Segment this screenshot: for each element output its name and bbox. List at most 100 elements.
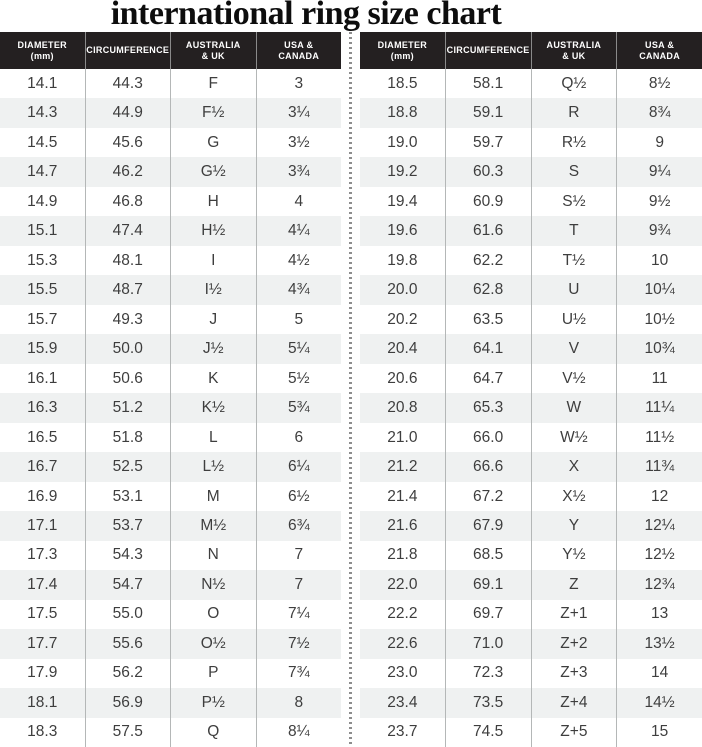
cell-diameter: 21.2 [387,458,418,476]
cell-diameter: 16.1 [27,369,58,387]
cell-circumference: 74.5 [444,717,531,747]
cell-usa-canada: 13 [616,599,702,630]
table-row: 22.0 69.1 Z 12¾ [360,570,702,600]
table-row: 17.5 55.0 O 7¼ [0,599,341,630]
cell-diameter: 21.6 [387,517,418,534]
cell-australia-uk: S½ [530,186,617,217]
column-header-line: DIAMETER [377,39,428,50]
table-row: 18.3 57.5 Q 8¼ [0,717,341,747]
cell-circumference: 64.7 [444,363,531,394]
cell-usa-canada: 8½ [616,69,702,99]
table-row: 14.1 44.3 F 3 [0,69,342,99]
cell-circumference: 53.1 [84,481,171,512]
column-header-line: CANADA [278,50,320,61]
cell-diameter: 15.5 [27,281,58,299]
cell-diameter: 19.8 [387,251,418,269]
cell-australia-uk: R [530,98,617,128]
cell-circumference: 59.1 [444,98,531,128]
cell-australia-uk: J [170,304,256,335]
cell-australia-uk: X [530,452,617,482]
cell-circumference: 54.7 [84,570,171,600]
cell-circumference: 48.7 [84,275,171,305]
cell-usa-canada: 4 [255,186,342,217]
ring-size-table-right: DIAMETER (mm) CIRCUMFERENCE AUSTRALIA & UK US… [360,32,702,747]
table-row: 23.4 73.5 Z+4 14½ [360,688,702,718]
cell-australia-uk: S [530,157,617,187]
cell-diameter: 20.0 [387,281,418,299]
cell-usa-canada: 3 [255,69,342,99]
table-row: 14.5 45.6 G 3½ [0,127,341,158]
cell-diameter: 16.9 [27,487,58,505]
cell-usa-canada: 6½ [255,481,342,512]
table-row: 19.8 62.2 T½ 10 [360,245,702,276]
cell-australia-uk: V½ [530,363,617,394]
cell-diameter: 15.9 [27,340,58,358]
title-area: international ring size chart [0,0,702,32]
cell-circumference: 53.7 [84,511,171,541]
table-row: 21.8 68.5 Y½ 12½ [360,540,702,571]
column-header-australia-uk: AUSTRALIA & UK [170,32,256,69]
cell-australia-uk: P½ [170,688,256,718]
cell-diameter: 22.6 [387,634,418,652]
cell-usa-canada: 10¼ [616,275,702,305]
column-header-diameter: DIAMETER (mm) [360,32,445,69]
table-row: 19.0 59.7 R½ 9 [360,127,702,158]
cell-australia-uk: L [170,422,256,453]
cell-circumference: 51.8 [84,422,171,453]
cell-australia-uk: W [530,393,617,423]
cell-circumference: 67.2 [444,481,531,512]
column-header-line: & UK [201,50,225,61]
cell-diameter: 19.6 [387,222,418,240]
cell-diameter: 18.5 [387,74,418,92]
column-header-line: (mm) [390,50,414,61]
column-header-diameter: DIAMETER (mm) [0,32,85,69]
cell-circumference: 71.0 [444,629,531,659]
table-row: 16.1 50.6 K 5½ [0,363,341,394]
cell-circumference: 62.8 [444,275,531,305]
table-row: 20.8 65.3 W 11¼ [360,393,702,423]
cell-diameter: 14.5 [27,133,58,151]
cell-usa-canada: 14 [616,658,702,689]
cell-australia-uk: F½ [170,98,256,128]
cell-australia-uk: G [170,127,256,158]
cell-circumference: 61.6 [444,216,531,246]
cell-usa-canada: 4½ [255,245,342,276]
cell-circumference: 54.3 [84,540,171,571]
cell-diameter: 17.5 [27,605,58,623]
cell-usa-canada: 5¼ [255,334,342,364]
cell-circumference: 67.9 [444,511,531,541]
cell-diameter: 20.4 [387,340,418,358]
cell-circumference: 46.2 [84,157,171,187]
cell-usa-canada: 9 [616,127,702,158]
cell-diameter: 21.8 [387,546,418,564]
cell-usa-canada: 11 [616,363,702,394]
table-row: 22.6 71.0 Z+2 13½ [360,629,702,659]
cell-australia-uk: P [170,658,256,689]
cell-diameter: 18.1 [27,693,58,711]
cell-australia-uk: O [170,599,256,630]
cell-circumference: 45.6 [84,127,171,158]
cell-circumference: 63.5 [444,304,531,335]
cell-australia-uk: I½ [170,275,256,305]
table-row: 17.9 56.2 P 7¾ [0,658,341,689]
cell-australia-uk: K½ [170,393,256,423]
cell-australia-uk: K [170,363,256,394]
table-row: 16.7 52.5 L½ 6¼ [0,452,342,482]
cell-circumference: 64.1 [444,334,531,364]
cell-diameter: 14.3 [27,104,58,122]
cell-circumference: 62.2 [444,245,531,276]
cell-usa-canada: 6¼ [255,452,342,482]
cell-circumference: 47.4 [84,216,171,246]
cell-diameter: 19.4 [387,192,418,210]
table-row: 16.5 51.8 L 6 [0,422,341,453]
cell-diameter: 23.7 [387,723,418,741]
column-header-line: (mm) [30,50,54,61]
cell-diameter: 21.4 [387,487,418,505]
tables-area: DIAMETER (mm) CIRCUMFERENCE AUSTRALIA & UK US… [0,32,702,747]
table-row: 19.2 60.3 S 9¼ [360,157,702,187]
column-header-line: AUSTRALIA [546,39,602,50]
cell-australia-uk: W½ [530,422,617,453]
cell-usa-canada: 10½ [616,304,702,335]
cell-diameter: 19.2 [387,163,418,181]
cell-usa-canada: 7½ [255,629,342,659]
